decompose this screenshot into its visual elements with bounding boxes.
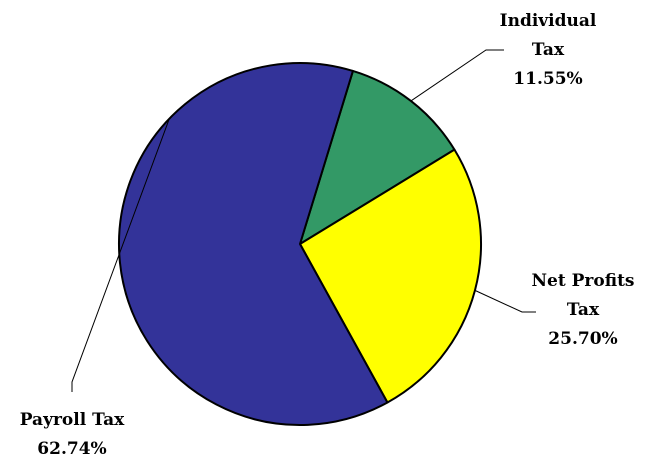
slice-value-label-payroll-tax: 62.74% bbox=[37, 439, 106, 459]
pie-slice-payroll-tax bbox=[118, 62, 389, 426]
leader-line-individual-tax bbox=[410, 49, 504, 102]
slice-value-label-net-profits-tax: 25.70% bbox=[548, 329, 617, 349]
slice-name-label-individual-tax: Tax bbox=[532, 40, 565, 60]
pie-slice-net-profits-tax bbox=[299, 148, 482, 404]
leader-line-net-profits-tax bbox=[474, 289, 536, 313]
slice-value-label-individual-tax: 11.55% bbox=[513, 69, 582, 89]
slice-name-label-net-profits-tax: Net Profits bbox=[532, 271, 635, 291]
slice-name-label-net-profits-tax: Tax bbox=[567, 300, 600, 320]
leader-line-payroll-tax bbox=[71, 118, 170, 392]
slice-name-label-payroll-tax: Payroll Tax bbox=[20, 410, 125, 430]
slice-name-label-individual-tax: Individual bbox=[500, 11, 597, 31]
